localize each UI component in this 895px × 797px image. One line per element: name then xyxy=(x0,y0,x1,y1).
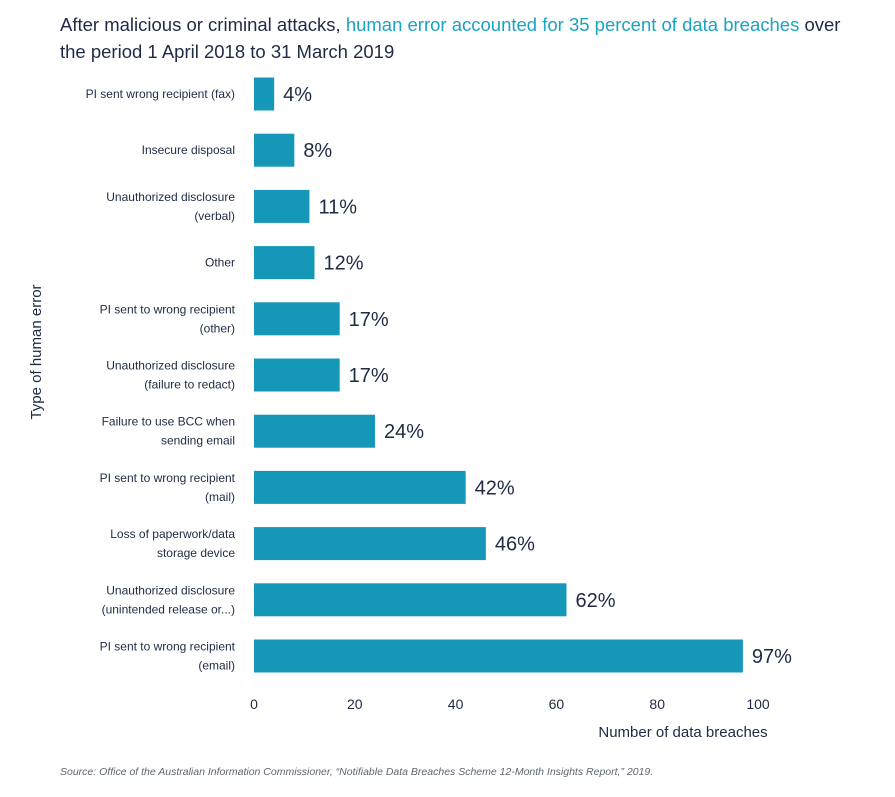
source-note: Source: Office of the Australian Informa… xyxy=(60,766,654,778)
data-label: 8% xyxy=(303,140,332,162)
bar xyxy=(254,77,275,111)
category-label: (verbal) xyxy=(194,209,235,223)
data-label: 17% xyxy=(349,365,389,387)
bar xyxy=(254,302,340,336)
category-label: Unauthorized disclosure xyxy=(106,359,235,373)
category-label: storage device xyxy=(157,546,235,560)
category-label: (unintended release or...) xyxy=(102,602,235,616)
data-label: 46% xyxy=(495,534,535,556)
category-label: PI sent to wrong recipient xyxy=(100,640,236,654)
data-label: 12% xyxy=(323,253,363,275)
data-label: 24% xyxy=(384,421,424,443)
bar xyxy=(254,358,340,392)
category-label: sending email xyxy=(161,434,235,448)
title-highlight: human error accounted for 35 percent of … xyxy=(345,14,800,35)
category-label: Other xyxy=(205,256,235,270)
x-tick-label: 60 xyxy=(549,696,565,712)
category-label: (failure to redact) xyxy=(144,378,235,392)
data-label: 17% xyxy=(349,309,389,331)
x-tick-label: 100 xyxy=(746,696,770,712)
title-part-1: After malicious or criminal attacks, xyxy=(60,14,346,35)
category-label: (email) xyxy=(198,659,235,673)
data-label: 62% xyxy=(575,590,615,612)
category-label: PI sent to wrong recipient xyxy=(100,471,236,485)
x-tick-label: 20 xyxy=(347,696,363,712)
data-label: 11% xyxy=(318,196,357,218)
x-tick-label: 0 xyxy=(250,696,258,712)
bar xyxy=(254,133,295,167)
bar xyxy=(254,189,310,223)
bar xyxy=(254,639,743,673)
category-label: PI sent wrong recipient (fax) xyxy=(86,87,235,101)
x-axis-label: Number of data breaches xyxy=(598,724,767,741)
category-label: Loss of paperwork/data xyxy=(110,527,235,541)
category-label: (mail) xyxy=(205,490,235,504)
category-label: Unauthorized disclosure xyxy=(106,583,235,597)
x-tick-label: 80 xyxy=(649,696,665,712)
bar xyxy=(254,470,466,504)
bar xyxy=(254,414,375,448)
y-axis-label: Type of human error xyxy=(28,284,45,419)
bar xyxy=(254,246,315,280)
data-label: 97% xyxy=(752,646,792,668)
bar xyxy=(254,583,567,617)
category-label: PI sent to wrong recipient xyxy=(100,302,236,316)
category-label: (other) xyxy=(200,321,235,335)
category-label: Unauthorized disclosure xyxy=(106,190,235,204)
data-label: 42% xyxy=(475,477,515,499)
category-label: Insecure disposal xyxy=(142,143,235,157)
x-tick-label: 40 xyxy=(448,696,464,712)
data-label: 4% xyxy=(283,84,312,106)
bar xyxy=(254,527,486,561)
title-part-2: over the period 1 April 2018 to 31 March… xyxy=(60,14,841,62)
category-label: Failure to use BCC when xyxy=(102,415,235,429)
chart-title: After malicious or criminal attacks, hum… xyxy=(60,11,860,65)
